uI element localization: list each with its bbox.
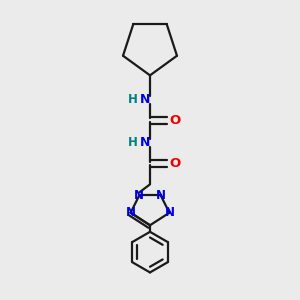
Text: N: N bbox=[140, 93, 151, 106]
Text: N: N bbox=[126, 206, 136, 219]
Text: H: H bbox=[128, 136, 138, 149]
Text: H: H bbox=[128, 93, 138, 106]
Text: O: O bbox=[170, 114, 181, 127]
Text: N: N bbox=[164, 206, 174, 219]
Text: N: N bbox=[156, 189, 166, 202]
Text: N: N bbox=[140, 136, 151, 149]
Text: N: N bbox=[134, 189, 144, 202]
Text: O: O bbox=[170, 157, 181, 170]
